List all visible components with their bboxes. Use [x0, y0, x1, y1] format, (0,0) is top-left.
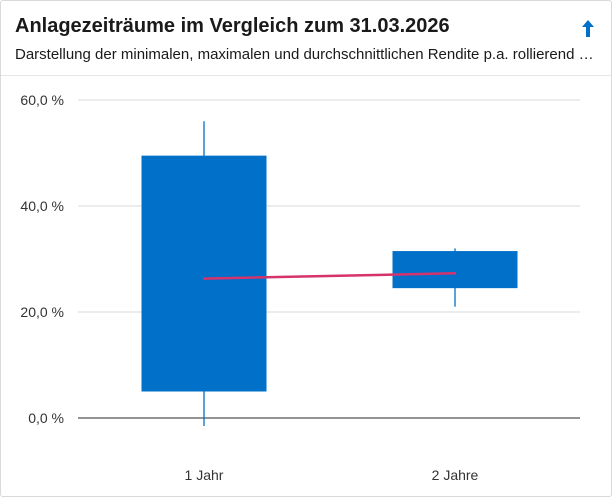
chart-title: Anlagezeiträume im Vergleich zum 31.03.2… [15, 15, 450, 37]
y-tick-label: 40,0 % [20, 198, 64, 214]
y-tick-label: 60,0 % [20, 92, 64, 108]
arrow-up-icon[interactable] [577, 17, 599, 41]
candlestick-chart: 0,0 % 20,0 % 40,0 % 60,0 % 1 Jahr 2 Jahre [20, 92, 580, 483]
average-line [202, 272, 457, 280]
candle-box [392, 251, 518, 289]
candle-box [141, 155, 267, 392]
card-header: Anlagezeiträume im Vergleich zum 31.03.2… [1, 1, 611, 76]
y-tick-label: 20,0 % [20, 304, 64, 320]
x-tick-label: 1 Jahr [185, 467, 224, 483]
chart-subtitle: Darstellung der minimalen, maximalen und… [15, 46, 599, 63]
x-tick-label: 2 Jahre [432, 467, 479, 483]
y-tick-label: 0,0 % [28, 410, 64, 426]
